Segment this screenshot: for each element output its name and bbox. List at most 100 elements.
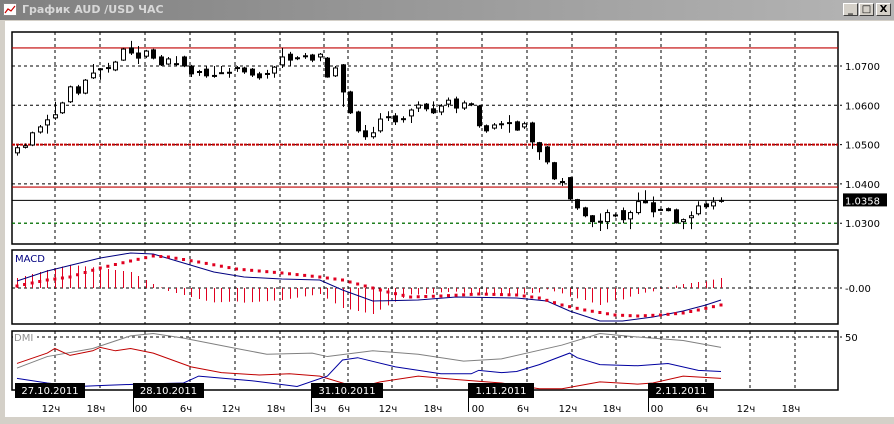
macd-signal-dot	[121, 261, 125, 265]
bearish-candle	[129, 47, 134, 54]
macd-signal-dot	[182, 258, 186, 261]
macd-signal-dot	[499, 293, 503, 297]
bearish-candle	[568, 177, 573, 200]
time-tick-label: 12ч	[42, 404, 61, 415]
macd-signal-dot	[393, 292, 397, 296]
bearish-candle	[666, 208, 671, 212]
macd-signal-dot	[318, 275, 322, 279]
bullish-candle	[53, 114, 58, 119]
macd-signal-dot	[348, 280, 352, 284]
macd-signal-dot	[651, 313, 655, 317]
bullish-candle	[416, 104, 421, 109]
macd-signal-dot	[166, 255, 170, 259]
macd-signal-dot	[552, 301, 556, 305]
bearish-candle	[204, 68, 209, 77]
macd-signal-dot	[303, 273, 307, 277]
dmi-label: DMI	[14, 333, 33, 344]
bullish-candle	[681, 219, 686, 223]
bullish-candle	[439, 105, 444, 113]
macd-signal-dot	[689, 310, 693, 313]
macd-signal-dot	[272, 270, 276, 274]
bearish-candle	[537, 142, 542, 153]
bullish-candle	[333, 67, 338, 77]
macd-signal-dot	[560, 303, 564, 307]
dmi-plus-di-line	[16, 346, 722, 390]
bearish-candle	[515, 121, 520, 131]
macd-signal-dot	[462, 293, 466, 297]
bearish-candle	[545, 146, 550, 163]
macd-signal-dot	[484, 292, 488, 296]
macd-signal-dot	[666, 312, 670, 316]
bearish-candle	[674, 209, 679, 224]
bearish-candle	[348, 91, 353, 114]
macd-signal-dot	[530, 295, 534, 299]
bullish-candle	[265, 72, 270, 75]
macd-label: MACD	[15, 254, 45, 265]
current-price-badge	[843, 193, 887, 207]
maximize-button[interactable]: □	[859, 3, 874, 16]
time-tick-label: 12ч	[379, 404, 398, 415]
macd-signal-dot	[477, 292, 481, 296]
date-label-box	[468, 383, 534, 398]
bearish-candle	[189, 65, 194, 75]
bullish-candle	[371, 132, 376, 138]
macd-signal-dot	[189, 259, 193, 263]
bullish-candle	[689, 215, 694, 219]
bullish-candle	[658, 208, 663, 211]
bullish-candle	[38, 126, 43, 133]
macd-signal-dot	[431, 294, 435, 298]
bearish-candle	[159, 56, 164, 66]
macd-signal-dot	[265, 270, 269, 274]
bullish-candle	[106, 67, 111, 70]
chart-window-icon	[3, 3, 17, 16]
bearish-candle	[621, 210, 626, 221]
macd-signal-dot	[144, 256, 148, 260]
macd-signal-dot	[696, 308, 700, 312]
bearish-candle	[341, 64, 346, 93]
macd-signal-dot	[83, 271, 87, 274]
bullish-candle	[280, 56, 285, 66]
close-button[interactable]: X	[876, 3, 891, 16]
bullish-candle	[144, 50, 149, 57]
macd-signal-dot	[197, 260, 201, 264]
macd-signal-dot	[333, 277, 337, 281]
bullish-candle	[113, 61, 118, 71]
macd-signal-dot	[409, 295, 413, 299]
bearish-candle	[431, 108, 436, 114]
macd-signal-dot	[129, 259, 133, 263]
dmi-tick-label: 50	[845, 333, 858, 344]
minimize-button[interactable]: _	[843, 3, 858, 16]
macd-signal-dot	[204, 261, 208, 265]
bearish-candle	[598, 220, 603, 223]
bullish-candle	[15, 147, 20, 154]
bearish-candle	[250, 68, 255, 76]
bullish-candle	[45, 119, 50, 126]
macd-signal-dot	[91, 268, 95, 272]
time-tick-label: 6ч	[338, 404, 350, 415]
macd-signal-dot	[507, 293, 511, 297]
macd-zero-label: -0.00	[845, 284, 871, 295]
bullish-candle	[91, 72, 96, 79]
date-label: 28.10.2011	[140, 386, 197, 397]
bearish-candle	[552, 162, 557, 180]
time-tick-label: 3ч	[314, 404, 326, 415]
time-tick-label: 18ч	[603, 404, 622, 415]
bearish-candle	[257, 73, 262, 79]
date-label: 2.11.2011	[656, 386, 707, 397]
bullish-candle	[166, 58, 171, 65]
time-tick-label: 6ч	[696, 404, 708, 415]
dmi-label-bg	[13, 333, 37, 343]
bearish-candle	[76, 86, 81, 94]
macd-signal-dot	[469, 292, 473, 296]
macd-signal-dot	[628, 314, 632, 318]
bearish-candle	[310, 54, 315, 61]
macd-signal-dot	[363, 284, 367, 288]
macd-signal-dot	[227, 266, 231, 270]
bearish-candle	[363, 130, 368, 138]
macd-signal-dot	[23, 283, 27, 286]
bullish-candle	[711, 201, 716, 207]
macd-signal-dot	[545, 298, 549, 302]
price-tick-label: 1.0300	[845, 219, 880, 230]
bullish-candle	[605, 212, 610, 223]
